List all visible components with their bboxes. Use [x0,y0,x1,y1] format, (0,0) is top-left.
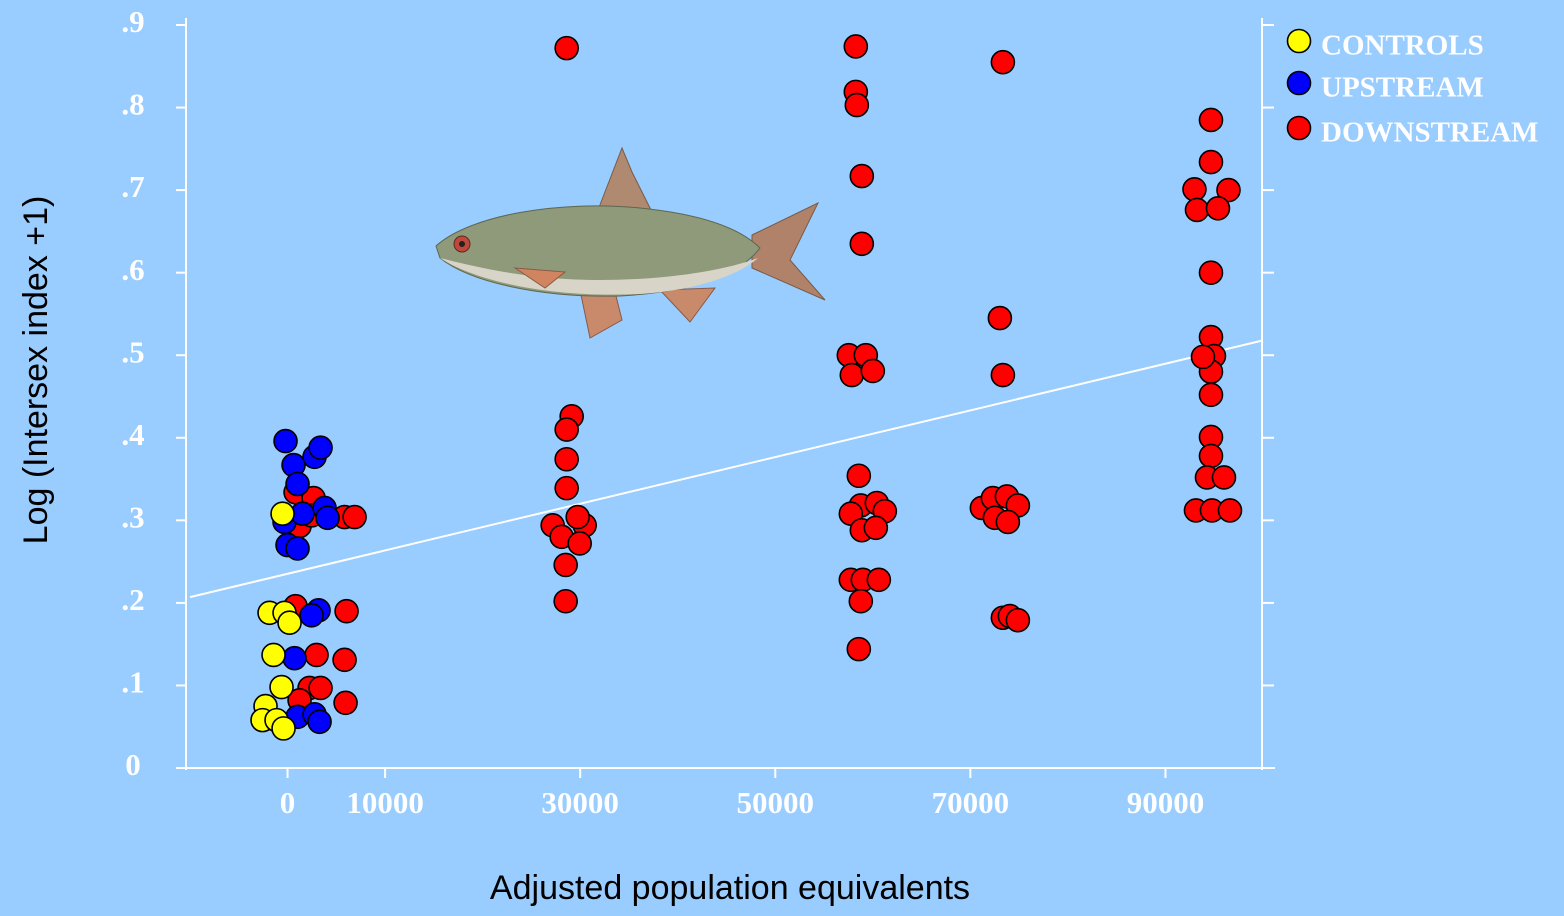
data-point [849,231,875,257]
data-point [844,92,870,118]
data-point [846,636,872,662]
data-point [863,515,889,541]
legend-label: CONTROLS [1321,30,1484,62]
legend-marker [1286,115,1312,141]
trend-line [189,339,1264,599]
data-point [553,588,578,614]
data-point [849,163,875,189]
data-point [273,428,298,454]
data-point [1198,260,1224,285]
y-tick-label: .9 [121,4,144,39]
data-point [277,610,302,636]
data-point [987,305,1013,331]
data-point [1198,443,1224,469]
data-point [554,35,579,61]
y-tick-label: .3 [121,499,144,534]
data-point [271,716,296,741]
data-point [270,501,295,527]
data-point [308,675,333,701]
y-tick-label: .6 [121,252,144,287]
data-point [1184,197,1210,223]
x-tick-label: 0 [280,785,296,820]
x-tick-label: 70000 [932,785,1010,820]
data-point [554,417,579,442]
axes [176,18,1275,770]
data-point [1205,195,1231,221]
data-point [990,362,1016,388]
data-point [846,463,872,489]
data-point [285,471,310,497]
data-point [285,536,310,561]
y-tick-label: 0 [125,747,141,782]
data-point [299,602,324,628]
data-point [315,505,340,531]
data-point [866,567,892,593]
y-tick-label: .4 [121,417,144,452]
x-tick-label: 90000 [1127,785,1205,820]
data-point [1198,107,1224,133]
data-point [282,645,307,671]
data-point [307,709,332,735]
x-tick-label: 50000 [737,785,815,820]
legend-label: UPSTREAM [1321,72,1484,104]
x-axis-title: Adjusted population equivalents [490,869,970,907]
data-point [839,362,865,388]
y-axis-title: Log (Intersex index +1) [17,196,55,545]
data-point [554,475,579,501]
data-point [333,690,358,716]
y-tick-label: .1 [121,665,144,700]
data-point [332,647,357,673]
data-point [1182,176,1207,202]
data-point [304,642,329,668]
y-tick-label: .2 [121,582,144,617]
data-point [1198,149,1224,175]
data-point [269,674,294,700]
data-point [1216,177,1241,203]
data-point [1211,465,1237,490]
data-point [995,509,1021,535]
y-tick-label: .8 [121,87,144,122]
x-tick-label: 10000 [346,785,424,820]
y-tick-label: .5 [121,334,144,369]
data-point [565,504,590,530]
data-point [553,552,578,578]
data-point [990,49,1016,75]
legend-marker [1286,28,1312,54]
data-point [1217,498,1243,523]
data-point [1198,382,1224,408]
data-point [843,34,869,59]
data-point [567,531,592,556]
y-tick-label: .7 [121,169,144,204]
fish-illustration [435,146,826,339]
legend-marker [1286,70,1312,96]
data-point [308,435,333,460]
data-point [342,504,367,530]
data-point [334,598,359,624]
data-point [848,588,874,614]
data-point [261,642,286,668]
data-point [1005,607,1031,633]
data-point [554,446,579,472]
data-point [1190,344,1216,370]
x-tick-label: 30000 [541,785,619,820]
legend-label: DOWNSTREAM [1321,117,1539,149]
data-point [860,358,886,384]
